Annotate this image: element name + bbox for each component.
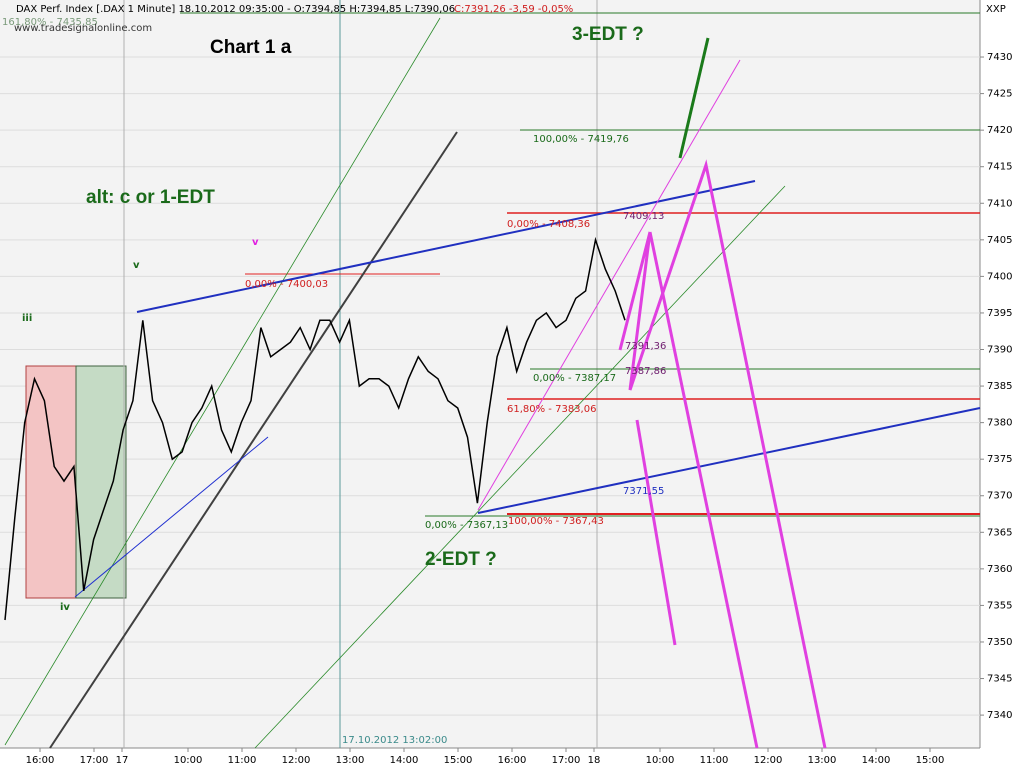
x-tick-label: 17:00	[80, 755, 109, 766]
y-tick-label: 7400	[987, 271, 1012, 282]
header-title: DAX Perf. Index [.DAX 1 Minute] 18.10.20…	[16, 4, 455, 15]
trend-line	[49, 131, 458, 749]
y-tick-label: 7430	[987, 52, 1012, 63]
y-tick-label: 7395	[987, 308, 1012, 319]
level-label: 61,80% - 7383,06	[507, 404, 596, 415]
trend-line	[74, 436, 269, 598]
y-tick-label: 7425	[987, 89, 1012, 100]
annotation: 3-EDT ?	[572, 24, 644, 45]
trend-line	[136, 180, 756, 313]
level-label: 0,00% - 7367,13	[425, 520, 508, 531]
source: www.tradesignalonline.com	[14, 23, 152, 34]
box	[75, 365, 127, 599]
price-layer	[4, 236, 626, 621]
y-tick-label: 7420	[987, 125, 1012, 136]
level-label: 0,00% - 7408,36	[507, 219, 590, 230]
grid	[0, 56, 980, 716]
level-label: 7409,13	[623, 211, 664, 222]
y-tick-label: 7375	[987, 454, 1012, 465]
x-tick-label: 18	[588, 755, 601, 766]
y-tick-label: 7365	[987, 527, 1012, 538]
y-tick-label: 7405	[987, 235, 1012, 246]
annotation: Chart 1 a	[210, 37, 292, 58]
level-label: 100,00% - 7419,76	[533, 134, 629, 145]
wave-label: iv	[60, 602, 70, 613]
annotation: alt: c or 1-EDT	[86, 187, 215, 208]
wave-label: iii	[22, 313, 32, 324]
trend-line	[254, 185, 786, 749]
annotation: 2-EDT ?	[425, 549, 497, 570]
x-tick-label: 17	[116, 755, 129, 766]
y-tick-label: 7345	[987, 674, 1012, 685]
y-tick-label: 7390	[987, 345, 1012, 356]
x-tick-label: 14:00	[862, 755, 891, 766]
x-tick-label: 12:00	[754, 755, 783, 766]
cursor-label: 17.10.2012 13:02:00	[342, 735, 447, 746]
axis-name: XXP	[986, 4, 1006, 15]
x-tick-label: 13:00	[808, 755, 837, 766]
projection	[618, 159, 827, 749]
axis-background	[980, 0, 1024, 768]
trend-line	[477, 59, 741, 511]
x-tick-label: 14:00	[390, 755, 419, 766]
y-tick-label: 7370	[987, 491, 1012, 502]
wave-label: v	[252, 237, 259, 248]
x-tick-label: 11:00	[228, 755, 257, 766]
y-tick-label: 7410	[987, 198, 1012, 209]
y-tick-label: 7355	[987, 600, 1012, 611]
top-level: 161,80% - 7435,85	[2, 17, 98, 28]
x-tick-label: 17:00	[552, 755, 581, 766]
x-tick-label: 13:00	[336, 755, 365, 766]
y-tick-label: 7380	[987, 418, 1012, 429]
header-close: C:7391,26 -3,59 -0,05%	[454, 4, 573, 15]
projection	[678, 37, 710, 159]
y-tick-label: 7350	[987, 637, 1012, 648]
level-label: 0,00% - 7387,17	[533, 373, 616, 384]
price-line	[4, 236, 626, 621]
wave-label: v	[133, 260, 140, 271]
trend-line	[477, 407, 981, 514]
level-label: 0,00% - 7400,03	[245, 279, 328, 290]
y-tick-label: 7360	[987, 564, 1012, 575]
level-label: 100,00% - 7367,43	[508, 516, 604, 527]
level-label: 7391,36	[625, 341, 666, 352]
x-tick-label: 11:00	[700, 755, 729, 766]
level-label: 7387,86	[625, 366, 666, 377]
box	[25, 365, 77, 599]
projection	[648, 231, 759, 749]
x-tick-label: 10:00	[174, 755, 203, 766]
x-tick-label: 15:00	[444, 755, 473, 766]
axis-background	[0, 748, 980, 768]
y-tick-label: 7385	[987, 381, 1012, 392]
trend-line	[4, 17, 441, 746]
x-tick-label: 16:00	[498, 755, 527, 766]
y-tick-label: 7415	[987, 162, 1012, 173]
plot-background	[0, 0, 980, 748]
x-tick-label: 12:00	[282, 755, 311, 766]
projection	[635, 419, 677, 646]
y-tick-label: 7340	[987, 710, 1012, 721]
level-label: 7371,55	[623, 486, 664, 497]
x-tick-label: 16:00	[26, 755, 55, 766]
x-tick-label: 10:00	[646, 755, 675, 766]
x-tick-label: 15:00	[916, 755, 945, 766]
